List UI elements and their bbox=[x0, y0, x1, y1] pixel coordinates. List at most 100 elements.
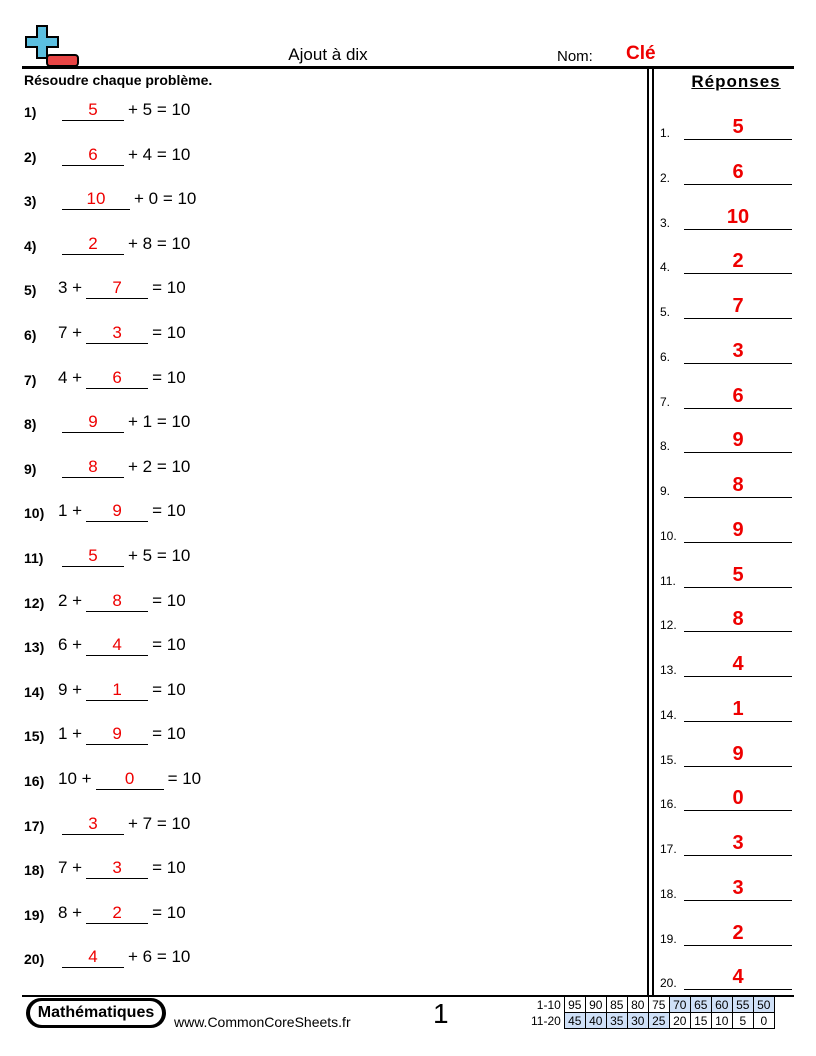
score-cell: 35 bbox=[605, 1012, 628, 1029]
answer-key-item: 1. 5 bbox=[660, 110, 792, 140]
score-cell: 45 bbox=[563, 1012, 586, 1029]
problem-right-part: + 5 = 10 bbox=[128, 100, 191, 119]
answer-blank: 9 bbox=[62, 412, 124, 434]
answer-value: 6 bbox=[684, 385, 792, 409]
score-row-label: 11-20 bbox=[531, 1013, 561, 1028]
answer-value: 1 bbox=[684, 698, 792, 722]
problem-left-operand: 6 + bbox=[58, 635, 83, 655]
answer-blank: 9 bbox=[86, 724, 149, 746]
problem-number: 5) bbox=[24, 282, 37, 299]
problem-left-operand: 8 + bbox=[58, 902, 83, 922]
problem-right-part: + 4 = 10 bbox=[128, 144, 191, 164]
problem-equation: 8 +2 = 10 bbox=[58, 903, 186, 924]
score-cell: 50 bbox=[752, 996, 775, 1013]
problem-number: 2) bbox=[24, 148, 37, 165]
problem-equation: 6 + 4 = 10 bbox=[58, 145, 190, 166]
answer-number: 13. bbox=[660, 663, 677, 677]
answer-blank: 4 bbox=[86, 635, 149, 657]
answer-key-item: 15. 9 bbox=[660, 737, 792, 767]
answer-blank: 4 bbox=[62, 947, 124, 969]
answer-key-item: 5. 7 bbox=[660, 289, 792, 319]
answer-key-item: 6. 3 bbox=[660, 334, 792, 364]
problem-left-operand: 2 + bbox=[58, 590, 83, 610]
problem-number: 13) bbox=[24, 639, 45, 656]
problem-number: 19) bbox=[24, 906, 45, 923]
problem-number: 8) bbox=[24, 416, 37, 433]
answer-number: 14. bbox=[660, 707, 677, 722]
answer-key-item: 3. 10 bbox=[660, 200, 792, 230]
answer-value: 7 bbox=[684, 295, 792, 319]
problem-equation: 3 +7 = 10 bbox=[58, 278, 186, 300]
instructions: Résoudre chaque problème. bbox=[24, 72, 213, 88]
problem-number: 15) bbox=[24, 728, 45, 745]
site-url: www.CommonCoreSheets.fr bbox=[174, 1014, 351, 1030]
problem-equation: 6 +4 = 10 bbox=[58, 635, 186, 657]
score-row: 1-10 95 90 85 80 75 70 65 60 55 50 bbox=[528, 996, 775, 1013]
problem-number: 17) bbox=[24, 817, 45, 834]
answer-key-item: 4. 2 bbox=[660, 244, 792, 275]
answer-blank: 3 bbox=[62, 814, 124, 835]
answer-blank: 3 bbox=[86, 323, 149, 344]
problem-equation: 4 + 6 = 10 bbox=[58, 947, 191, 969]
answer-value: 9 bbox=[684, 429, 792, 454]
score-table: 1-10 95 90 85 80 75 70 65 60 55 50 11-20 45 40 35 30 25 2… bbox=[528, 996, 775, 1029]
score-cell: 75 bbox=[647, 996, 670, 1013]
score-cell: 80 bbox=[626, 996, 649, 1013]
brand-badge: Mathématiques bbox=[26, 998, 166, 1028]
column-divider bbox=[647, 69, 649, 996]
problem-number: 9) bbox=[24, 460, 37, 477]
problem-equation: 2 +8 = 10 bbox=[58, 591, 186, 612]
problem-right-part: + 8 = 10 bbox=[128, 233, 191, 253]
problem-equation: 7 +3 = 10 bbox=[58, 858, 186, 880]
problem-number: 12) bbox=[24, 594, 45, 611]
answer-value: 4 bbox=[684, 653, 792, 677]
problem-number: 10) bbox=[24, 505, 45, 522]
problem-equation: 9 + 1 = 10 bbox=[58, 412, 191, 434]
problem-right-part: + 5 = 10 bbox=[128, 546, 191, 565]
problem-number: 1) bbox=[24, 104, 37, 120]
answer-number: 16. bbox=[660, 797, 677, 812]
answer-number: 11. bbox=[660, 573, 676, 588]
answer-key-item: 14. 1 bbox=[660, 692, 792, 722]
problem-right-part: + 6 = 10 bbox=[128, 947, 191, 967]
problem-right-part: + 0 = 10 bbox=[134, 189, 197, 209]
problem-right-part: + 2 = 10 bbox=[128, 456, 191, 476]
name-label: Nom: bbox=[557, 48, 593, 65]
answer-value: 4 bbox=[684, 966, 792, 991]
score-row-label: 1-10 bbox=[536, 997, 561, 1012]
answer-key-item: 19. 2 bbox=[660, 916, 792, 946]
answer-number: 12. bbox=[660, 618, 677, 633]
answer-value: 2 bbox=[684, 250, 792, 275]
answer-blank: 3 bbox=[86, 858, 149, 880]
answer-number: 8. bbox=[660, 439, 671, 454]
score-cell: 25 bbox=[647, 1012, 670, 1029]
answer-blank: 6 bbox=[62, 145, 124, 166]
problem-equation: 5 + 5 = 10 bbox=[58, 546, 190, 567]
problem-equation: 3 + 7 = 10 bbox=[58, 814, 190, 835]
score-cell: 15 bbox=[689, 1012, 712, 1029]
problem-right-part: = 10 bbox=[152, 367, 186, 387]
answer-value: 10 bbox=[684, 206, 792, 230]
answer-blank: 8 bbox=[62, 457, 124, 478]
problem-equation: 10 +0 = 10 bbox=[58, 769, 201, 790]
problem-equation: 2 + 8 = 10 bbox=[58, 234, 190, 255]
answer-value: 2 bbox=[684, 922, 792, 946]
column-divider bbox=[652, 69, 654, 996]
score-cell: 65 bbox=[689, 996, 712, 1013]
answer-value: 3 bbox=[684, 832, 792, 856]
problem-right-part: + 1 = 10 bbox=[128, 412, 191, 432]
answer-key-item: 8. 9 bbox=[660, 423, 792, 454]
answer-blank: 9 bbox=[86, 501, 149, 523]
score-cell: 30 bbox=[626, 1012, 649, 1029]
score-cell: 70 bbox=[668, 996, 691, 1013]
problem-left-operand: 10 + bbox=[58, 769, 92, 788]
answer-key-item: 11. 5 bbox=[660, 558, 792, 588]
problem-number: 11) bbox=[24, 550, 44, 566]
answer-value: 0 bbox=[684, 787, 792, 812]
answer-blank: 0 bbox=[95, 769, 164, 790]
score-cell: 55 bbox=[731, 996, 754, 1013]
problem-right-part: = 10 bbox=[152, 635, 186, 655]
problem-equation: 1 +9 = 10 bbox=[58, 501, 186, 523]
problem-equation: 5 + 5 = 10 bbox=[58, 100, 190, 121]
